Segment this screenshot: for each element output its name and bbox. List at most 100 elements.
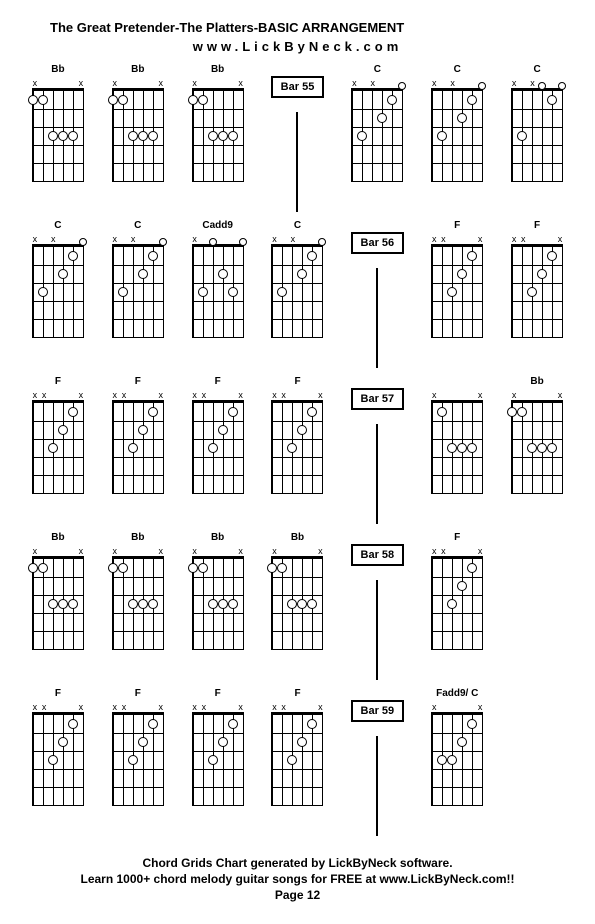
page-number: Page 12 [20,888,575,902]
chord-cell: Bbxx [100,532,176,680]
page-title: The Great Pretender-The Platters-BASIC A… [50,20,575,35]
fretboard [271,244,323,338]
chord-cell: Fxxx [260,376,336,524]
chord-label: F [454,532,460,544]
bar-cell: Bar 57 [339,376,415,524]
fretboard [112,556,164,650]
muted-row: xx [30,78,86,88]
fretboard [431,712,483,806]
chord-cell: xx [419,376,495,524]
muted-row: x [190,234,246,244]
chord-diagram: xx [30,546,86,654]
bar-divider [376,268,378,368]
fretboard [192,556,244,650]
bar-marker: Bar 55 [271,76,325,98]
chord-diagram: xxx [110,702,166,810]
muted-row: xxx [30,390,86,400]
chord-diagram: xx [429,702,485,810]
chord-diagram: xx [509,390,565,498]
bar-divider [376,580,378,680]
chord-cell: Fxxx [419,532,495,680]
chord-label: Bb [51,64,64,76]
chord-label: C [374,64,381,76]
chord-diagram: xx [110,234,166,342]
chord-cell: Cxx [20,220,96,368]
muted-row: xx [30,234,86,244]
muted-row: xx [110,234,166,244]
muted-row: xx [269,234,325,244]
chord-label: C [533,64,540,76]
chord-diagram: xx [269,234,325,342]
chord-diagram: xxx [269,702,325,810]
chord-label: C [54,220,61,232]
chord-cell: Bbxx [499,376,575,524]
chord-cell: Fxxx [260,688,336,836]
chord-cell: Cxx [499,64,575,212]
chord-label: Bb [51,532,64,544]
page-url: www.LickByNeck.com [20,39,575,54]
chord-cell: Fxxx [100,688,176,836]
muted-row: xx [190,78,246,88]
muted-row: xxx [190,702,246,712]
bar-cell: Bar 59 [339,688,415,836]
chord-cell: Bb xx [20,64,96,212]
fretboard [271,712,323,806]
chord-diagram: xx [30,234,86,342]
chord-label: F [135,376,141,388]
chord-diagram: xxx [269,390,325,498]
fretboard [431,88,483,182]
bar-marker: Bar 56 [351,232,405,254]
fretboard [271,556,323,650]
chord-diagram: xxx [30,390,86,498]
chord-diagram: xxx [429,546,485,654]
muted-row: xxx [269,702,325,712]
chord-diagram: xx [349,78,405,186]
chord-label: Bb [131,532,144,544]
chord-label: Bb [211,532,224,544]
chord-label: C [134,220,141,232]
chord-diagram: xx [429,390,485,498]
chord-cell: Fxxx [20,688,96,836]
chord-label: F [534,220,540,232]
empty-cell [499,688,575,836]
chord-diagram: xx [269,546,325,654]
muted-row: xx [509,78,565,88]
chord-label: F [215,688,221,700]
chord-label: F [215,376,221,388]
chord-label: C [454,64,461,76]
chord-label: Bb [291,532,304,544]
fretboard [112,400,164,494]
footer-line-2: Learn 1000+ chord melody guitar songs fo… [20,872,575,886]
muted-row: xx [190,546,246,556]
chord-label: F [135,688,141,700]
fretboard [112,244,164,338]
chord-diagram: xx [190,546,246,654]
muted-row: xx [429,702,485,712]
bar-marker: Bar 57 [351,388,405,410]
bar-divider [296,112,298,212]
chord-grid: BbxxBbxxBbxxBar 55CxxCxxCxxCxxCxxCadd9xC… [20,64,575,836]
chord-label: Bb [211,64,224,76]
muted-row: xx [429,78,485,88]
fretboard [192,712,244,806]
chord-diagram: xxx [190,390,246,498]
chord-diagram: x [190,234,246,342]
muted-row: xxx [509,234,565,244]
muted-row: xx [429,390,485,400]
chord-diagram: xxx [30,702,86,810]
muted-row: xxx [429,546,485,556]
chord-cell: Bbxx [100,64,176,212]
chord-cell: Fxxx [180,688,256,836]
chord-cell: Fxxx [419,220,495,368]
chord-cell: Fxxx [180,376,256,524]
fretboard [32,712,84,806]
fretboard [431,400,483,494]
fretboard [431,244,483,338]
chord-label: Cadd9 [202,220,233,232]
fretboard [511,88,563,182]
chord-cell: Fxxx [20,376,96,524]
chord-diagram: xxx [190,702,246,810]
muted-row: xx [349,78,405,88]
chord-cell: Fxxx [499,220,575,368]
chord-label: F [454,220,460,232]
